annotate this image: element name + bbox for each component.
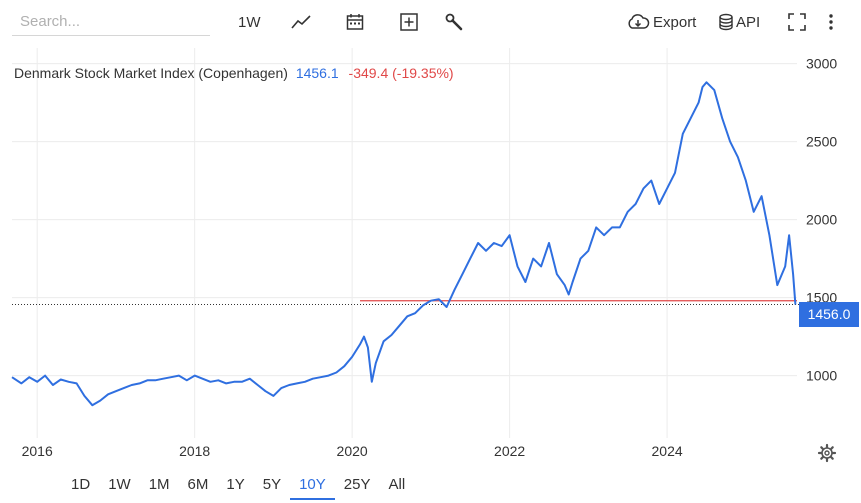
- calendar-icon: [346, 14, 364, 30]
- fullscreen-button[interactable]: [787, 10, 807, 34]
- export-button[interactable]: Export: [626, 10, 696, 34]
- x-tick-label: 2022: [494, 443, 525, 459]
- range-6m[interactable]: 6M: [187, 476, 209, 493]
- more-vertical-icon: [829, 14, 833, 30]
- range-1d[interactable]: 1D: [71, 476, 91, 493]
- y-tick-label: 2500: [806, 134, 837, 150]
- y-tick-label: 1000: [806, 368, 837, 384]
- line-chart-icon: [291, 15, 311, 29]
- y-tick-label: 1500: [806, 290, 837, 306]
- index-series-line: [11, 81, 797, 407]
- add-box-icon: [400, 13, 418, 31]
- x-tick-label: 2016: [22, 443, 53, 459]
- search-input[interactable]: [12, 8, 210, 36]
- x-tick-label: 2018: [179, 443, 210, 459]
- compare-button[interactable]: [399, 10, 419, 34]
- range-1y[interactable]: 1Y: [226, 476, 245, 493]
- range-25y[interactable]: 25Y: [343, 476, 371, 493]
- api-label: API: [736, 13, 761, 31]
- toolbar: 1W: [0, 0, 861, 44]
- y-tick-label: 3000: [806, 56, 837, 72]
- y-tick-label: 2000: [806, 212, 837, 228]
- cloud-download-icon: [628, 14, 650, 29]
- range-all[interactable]: All: [388, 476, 406, 493]
- fullscreen-icon: [788, 13, 806, 31]
- index-name: Denmark Stock Market Index (Copenhagen): [14, 65, 288, 81]
- price-tag: 1456.0: [799, 302, 859, 327]
- database-icon: [719, 13, 733, 31]
- range-10y[interactable]: 10Y: [290, 472, 335, 500]
- more-menu-button[interactable]: [826, 10, 836, 34]
- wrench-icon: [445, 13, 463, 31]
- range-5y[interactable]: 5Y: [262, 476, 282, 493]
- range-selector: 1D 1W 1M 6M 1Y 5Y 10Y 25Y All: [62, 472, 414, 500]
- price-change: -349.4 (-19.35%): [348, 65, 454, 81]
- tools-button[interactable]: [444, 10, 464, 34]
- chart-type-button[interactable]: [290, 10, 312, 34]
- api-button[interactable]: API: [718, 10, 760, 34]
- interval-label: 1W: [238, 13, 261, 31]
- gear-icon: [817, 443, 837, 463]
- x-tick-label: 2020: [337, 443, 368, 459]
- range-1w[interactable]: 1W: [108, 476, 131, 493]
- calendar-button[interactable]: [345, 10, 365, 34]
- price-chart[interactable]: 2016 2018 2020 2022 2024 1000 1500 2000 2500 300…: [0, 42, 861, 472]
- last-price: 1456.1: [295, 65, 339, 81]
- range-1m[interactable]: 1M: [148, 476, 170, 493]
- interval-button[interactable]: 1W: [238, 10, 261, 34]
- chart-settings-button[interactable]: [817, 443, 837, 463]
- chart-header: Denmark Stock Market Index (Copenhagen) …: [14, 65, 454, 81]
- x-tick-label: 2024: [652, 443, 683, 459]
- export-label: Export: [653, 13, 697, 31]
